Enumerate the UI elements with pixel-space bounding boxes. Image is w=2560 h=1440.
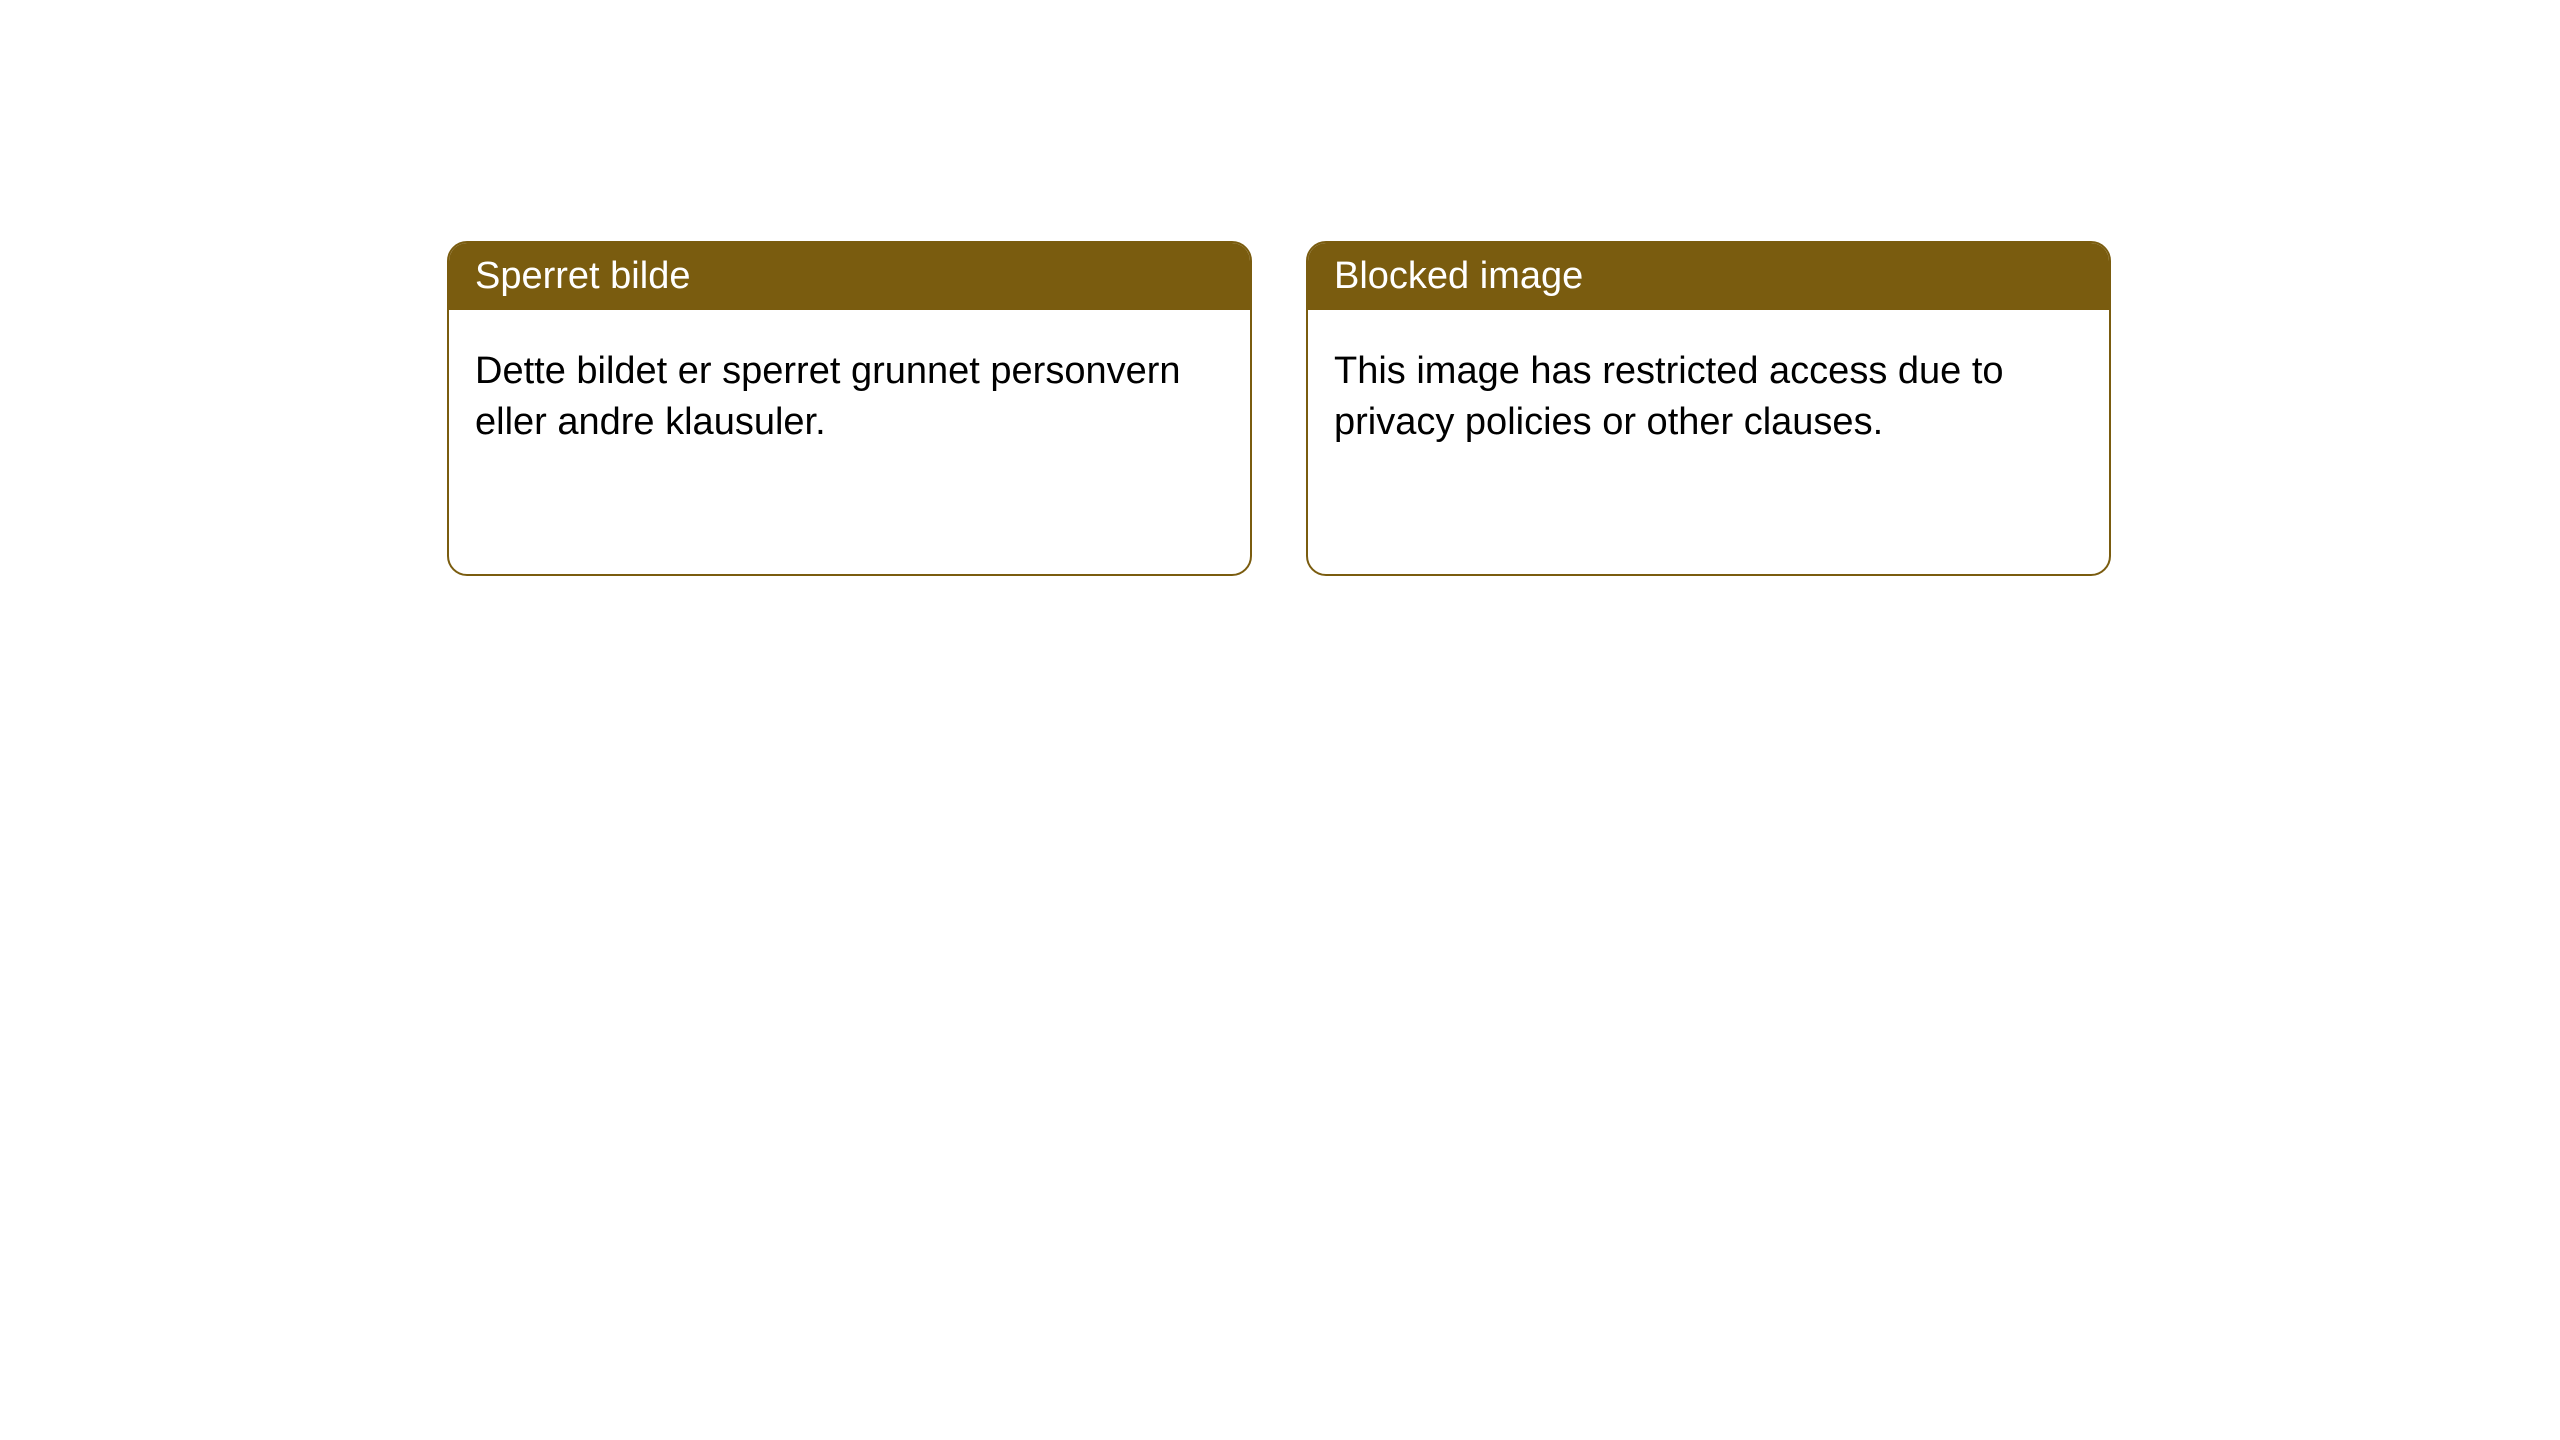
notice-card-english: Blocked image This image has restricted … <box>1306 241 2111 576</box>
card-header: Sperret bilde <box>449 243 1250 310</box>
card-body-text: This image has restricted access due to … <box>1334 350 2004 443</box>
notice-card-norwegian: Sperret bilde Dette bildet er sperret gr… <box>447 241 1252 576</box>
notice-container: Sperret bilde Dette bildet er sperret gr… <box>0 0 2560 576</box>
card-header: Blocked image <box>1308 243 2109 310</box>
card-title: Blocked image <box>1334 255 1583 297</box>
card-body: This image has restricted access due to … <box>1308 310 2109 485</box>
card-body: Dette bildet er sperret grunnet personve… <box>449 310 1250 485</box>
card-title: Sperret bilde <box>475 255 690 297</box>
card-body-text: Dette bildet er sperret grunnet personve… <box>475 350 1181 443</box>
